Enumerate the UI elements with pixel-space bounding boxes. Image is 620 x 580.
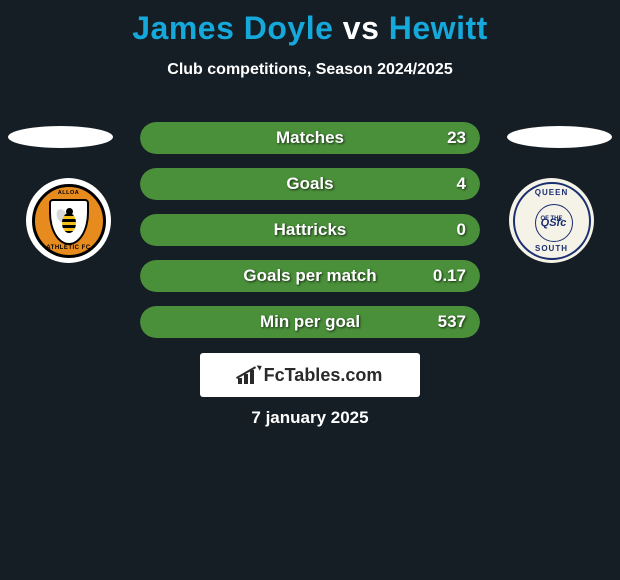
page-title: James Doyle vs Hewitt [0, 0, 620, 47]
brand-text: FcTables.com [264, 365, 383, 386]
stat-value-right: 0 [457, 214, 466, 246]
stat-value-right: 23 [447, 122, 466, 154]
stat-row-matches: Matches 23 [140, 122, 480, 154]
qos-monogram: QSfc [541, 217, 567, 229]
stat-label: Matches [140, 122, 480, 154]
stats-column: Matches 23 Goals 4 Hattricks 0 Goals per… [140, 122, 480, 352]
team-left-arc-bot: ATHLETIC FC [35, 245, 103, 251]
player1-avatar-placeholder [8, 126, 113, 148]
shield-icon [49, 199, 89, 245]
stat-row-goals-per-match: Goals per match 0.17 [140, 260, 480, 292]
stat-label: Hattricks [140, 214, 480, 246]
player2-name: Hewitt [389, 10, 488, 46]
wasp-icon [59, 211, 79, 233]
stat-row-min-per-goal: Min per goal 537 [140, 306, 480, 338]
team-left-badge: ALLOA ATHLETIC FC [26, 178, 111, 263]
qos-text-top: QUEEN [515, 188, 589, 197]
brand-box: FcTables.com [200, 353, 420, 397]
stat-value-right: 4 [457, 168, 466, 200]
stat-label: Goals per match [140, 260, 480, 292]
player2-avatar-placeholder [507, 126, 612, 148]
stat-label: Min per goal [140, 306, 480, 338]
vs-text: vs [343, 10, 380, 46]
date-text: 7 january 2025 [0, 408, 620, 428]
qos-inner-circle: QSfc [535, 204, 573, 242]
qos-text-bot: SOUTH [515, 244, 589, 253]
stat-label: Goals [140, 168, 480, 200]
team-left-arc-top: ALLOA [35, 190, 103, 196]
stat-value-right: 537 [438, 306, 466, 338]
stat-row-goals: Goals 4 [140, 168, 480, 200]
stat-value-right: 0.17 [433, 260, 466, 292]
player1-name: James Doyle [132, 10, 333, 46]
team-right-badge: QUEEN OF THE QSfc SOUTH [509, 178, 594, 263]
chart-icon [238, 366, 260, 384]
subtitle: Club competitions, Season 2024/2025 [0, 61, 620, 79]
stat-row-hattricks: Hattricks 0 [140, 214, 480, 246]
